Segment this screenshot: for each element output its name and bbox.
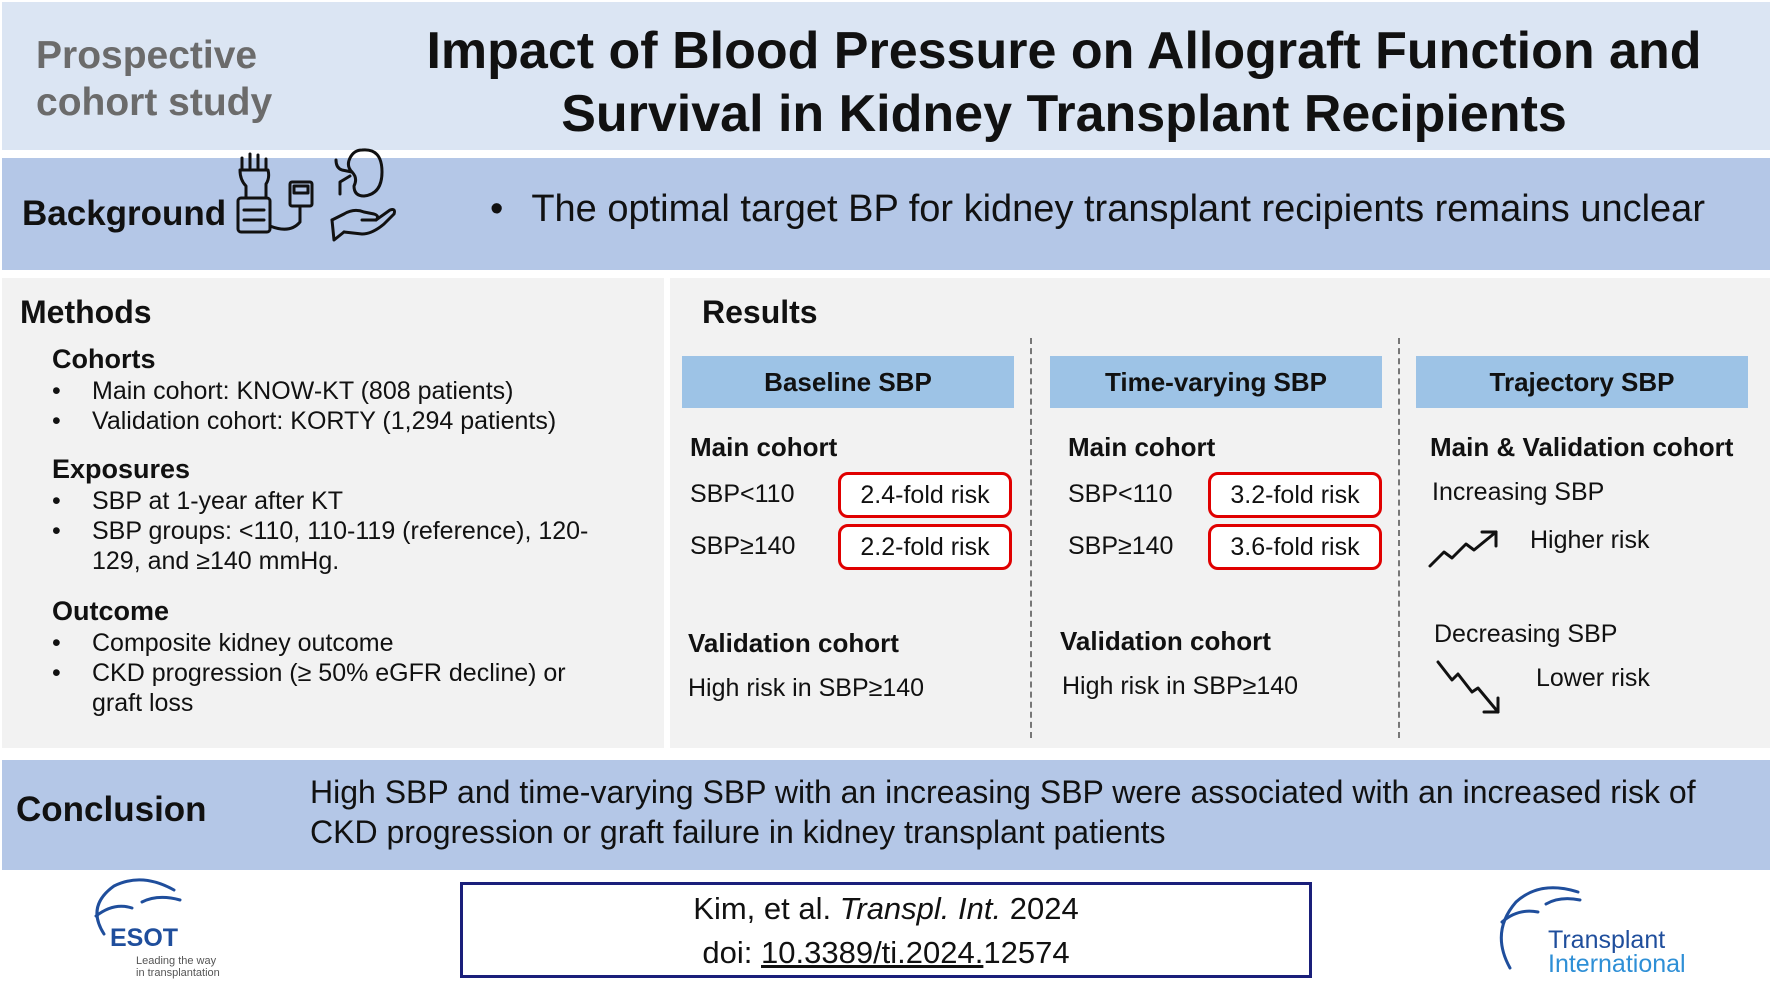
conclusion-band: Conclusion High SBP and time-varying SBP… <box>2 760 1770 870</box>
baseline-main-cohort-label: Main cohort <box>690 432 838 462</box>
transplant-international-line1: Transplant <box>1548 926 1666 954</box>
increasing-sbp-label: Increasing SBP <box>1432 478 1605 506</box>
time-varying-main-cohort-label: Main cohort <box>1068 432 1216 462</box>
trend-down-icon <box>1436 660 1500 714</box>
list-item-line1: SBP groups: <110, 110-119 (reference), 1… <box>92 517 589 545</box>
list-item-line2: graft loss <box>92 689 194 717</box>
list-item-line1: CKD progression (≥ 50% eGFR decline) or <box>92 659 566 687</box>
exposures-list: SBP at 1-year after KT SBP groups: <110,… <box>52 486 588 576</box>
list-item-line2: 129, and ≥140 mmHg. <box>92 547 340 575</box>
time-varying-row1-label: SBP<110 <box>1068 480 1173 508</box>
time-varying-validation-text: High risk in SBP≥140 <box>1062 672 1299 700</box>
list-item: Validation cohort: KORTY (1,294 patients… <box>52 406 556 436</box>
outcome-heading: Outcome <box>52 596 170 626</box>
column-divider <box>1398 338 1400 738</box>
outcome-list: Composite kidney outcome CKD progression… <box>52 628 566 718</box>
conclusion-line1: High SBP and time-varying SBP with an in… <box>310 774 1696 810</box>
conclusion-line2: CKD progression or graft failure in kidn… <box>310 814 1166 850</box>
citation-line1: Kim, et al. Transpl. Int. 2024 <box>463 887 1309 931</box>
baseline-row2-risk: 2.2-fold risk <box>838 524 1012 570</box>
conclusion-heading: Conclusion <box>16 790 207 829</box>
trajectory-sbp-header: Trajectory SBP <box>1416 356 1748 408</box>
methods-heading: Methods <box>20 294 152 330</box>
study-type-line2: cohort study <box>36 81 273 124</box>
list-item: CKD progression (≥ 50% eGFR decline) or … <box>52 658 566 718</box>
doi-prefix: doi: <box>702 935 753 970</box>
list-item: Composite kidney outcome <box>52 628 566 658</box>
results-panel: Results Baseline SBP Main cohort SBP<110… <box>670 278 1770 748</box>
cohorts-heading: Cohorts <box>52 344 156 374</box>
citation-line2: doi: 10.3389/ti.2024.12574 <box>463 931 1309 975</box>
citation-year: 2024 <box>1009 891 1079 926</box>
baseline-row1-label: SBP<110 <box>690 480 795 508</box>
column-divider <box>1030 338 1032 738</box>
title-line1: Impact of Blood Pressure on Allograft Fu… <box>426 22 1702 80</box>
header-banner: Prospective cohort study Impact of Blood… <box>2 2 1770 150</box>
list-item: SBP groups: <110, 110-119 (reference), 1… <box>52 516 588 576</box>
time-varying-sbp-header: Time-varying SBP <box>1050 356 1382 408</box>
transplant-international-logo-icon <box>1499 886 1582 970</box>
time-varying-validation-label: Validation cohort <box>1060 626 1271 656</box>
list-item: Main cohort: KNOW-KT (808 patients) <box>52 376 556 406</box>
cohorts-list: Main cohort: KNOW-KT (808 patients) Vali… <box>52 376 556 436</box>
results-heading: Results <box>702 294 818 330</box>
time-varying-row1-risk: 3.2-fold risk <box>1208 472 1382 518</box>
doi-suffix: 12574 <box>983 935 1070 970</box>
page-title: Impact of Blood Pressure on Allograft Fu… <box>374 20 1754 146</box>
decreasing-sbp-label: Decreasing SBP <box>1434 620 1618 648</box>
background-bullet-text: The optimal target BP for kidney transpl… <box>531 188 1705 230</box>
blood-pressure-monitor-icon <box>236 152 314 234</box>
lower-risk-label: Lower risk <box>1536 664 1650 692</box>
citation-journal: Transpl. Int. <box>839 891 1002 926</box>
time-varying-row2-risk: 3.6-fold risk <box>1208 524 1382 570</box>
trend-up-icon <box>1428 530 1498 568</box>
transplant-international-line2: International <box>1548 950 1686 978</box>
citation-authors: Kim, et al. <box>693 891 832 926</box>
esot-tagline-line2: in transplantation <box>136 967 220 979</box>
baseline-row1-risk: 2.4-fold risk <box>838 472 1012 518</box>
background-bullet: • The optimal target BP for kidney transp… <box>490 188 1705 231</box>
trajectory-cohort-label: Main & Validation cohort <box>1430 432 1734 462</box>
esot-logo-tagline: Leading the way in transplantation <box>136 955 220 979</box>
title-line2: Survival in Kidney Transplant Recipients <box>561 85 1567 143</box>
esot-logo-name: ESOT <box>110 924 179 952</box>
esot-tagline-line1: Leading the way <box>136 955 217 967</box>
higher-risk-label: Higher risk <box>1530 526 1650 554</box>
background-heading: Background <box>22 194 227 233</box>
methods-panel: Methods Cohorts Main cohort: KNOW-KT (80… <box>2 278 664 748</box>
list-item: SBP at 1-year after KT <box>52 486 588 516</box>
baseline-sbp-header: Baseline SBP <box>682 356 1014 408</box>
conclusion-text: High SBP and time-varying SBP with an in… <box>310 772 1760 852</box>
baseline-row2-label: SBP≥140 <box>690 532 796 560</box>
baseline-validation-text: High risk in SBP≥140 <box>688 674 925 702</box>
citation-box: Kim, et al. Transpl. Int. 2024 doi: 10.3… <box>460 882 1312 978</box>
esot-logo-icon <box>94 878 182 936</box>
bullet-dot: • <box>490 188 504 230</box>
kidney-in-hand-icon <box>330 148 396 242</box>
background-band: Background • The optimal target BP for ki… <box>2 148 1770 270</box>
study-type-label: Prospective cohort study <box>36 32 272 126</box>
baseline-validation-label: Validation cohort <box>688 628 899 658</box>
exposures-heading: Exposures <box>52 454 191 484</box>
study-type-line1: Prospective <box>36 34 258 77</box>
time-varying-row2-label: SBP≥140 <box>1068 532 1174 560</box>
doi-link[interactable]: 10.3389/ti.2024. <box>761 935 984 970</box>
